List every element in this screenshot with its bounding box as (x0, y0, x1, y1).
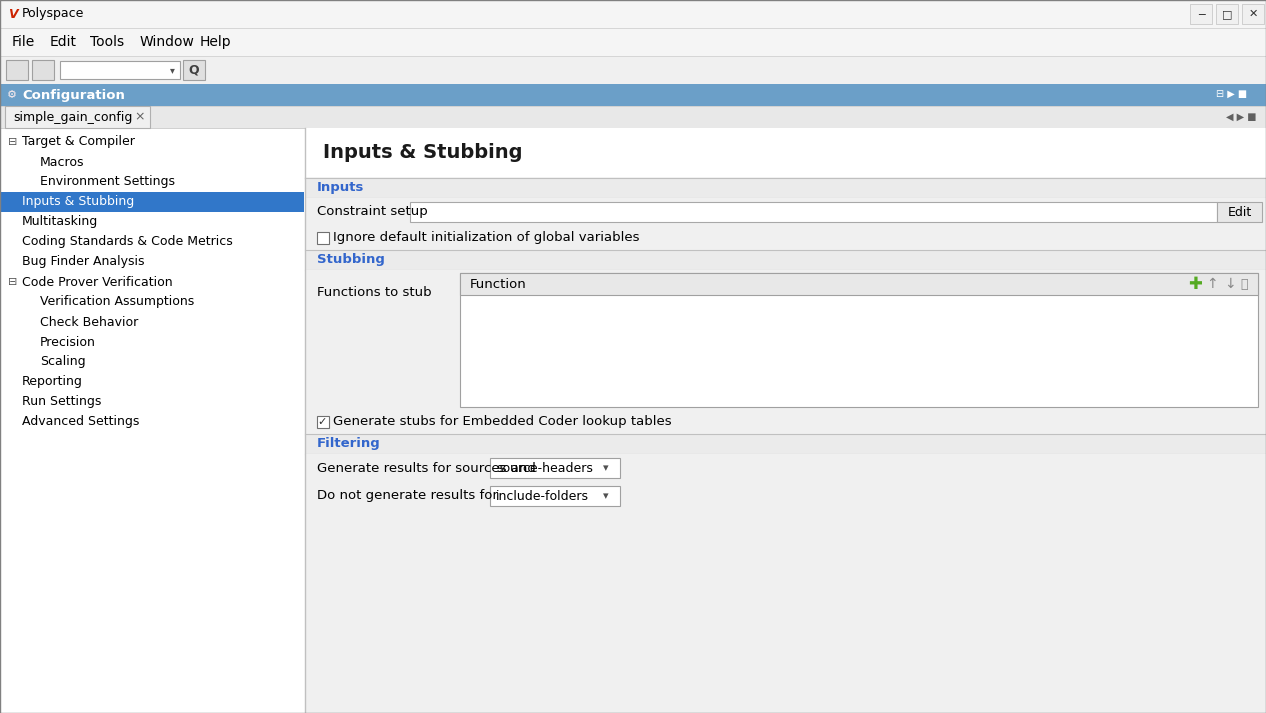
Bar (305, 270, 1266, 410)
Bar (305, 128, 1266, 178)
Bar (460, 273, 1258, 407)
Text: Window: Window (141, 35, 195, 49)
Bar (0, 56, 1266, 84)
Bar (490, 458, 620, 478)
Text: Precision: Precision (41, 336, 96, 349)
Bar (460, 273, 1258, 295)
Text: ↓: ↓ (1224, 277, 1236, 291)
Text: Ignore default initialization of global variables: Ignore default initialization of global … (333, 232, 639, 245)
Text: ⚙: ⚙ (8, 90, 16, 100)
Text: simple_gain_config: simple_gain_config (13, 111, 133, 123)
Bar (305, 178, 1266, 198)
Bar (0, 0, 1266, 28)
Bar (1217, 202, 1262, 222)
Text: ✚: ✚ (1188, 275, 1201, 293)
Bar (1217, 4, 1238, 24)
Bar (5, 106, 149, 128)
Bar (60, 61, 180, 79)
Text: ⊟: ⊟ (8, 277, 18, 287)
Text: Advanced Settings: Advanced Settings (22, 416, 139, 429)
Bar (0, 84, 1266, 106)
Text: Inputs: Inputs (316, 182, 365, 195)
Text: Coding Standards & Code Metrics: Coding Standards & Code Metrics (22, 235, 233, 249)
Text: source-headers: source-headers (496, 461, 592, 474)
Text: ×: × (134, 111, 146, 123)
Bar (1, 192, 304, 212)
Text: Inputs & Stubbing: Inputs & Stubbing (22, 195, 134, 208)
Text: Edit: Edit (49, 35, 77, 49)
Bar (0, 28, 1266, 56)
Text: Run Settings: Run Settings (22, 396, 101, 409)
Bar (305, 250, 1266, 270)
Text: ✓: ✓ (316, 417, 327, 427)
Text: Reporting: Reporting (22, 376, 82, 389)
Bar (316, 416, 329, 428)
Text: Tools: Tools (90, 35, 124, 49)
Bar (1242, 4, 1263, 24)
Text: Filtering: Filtering (316, 438, 381, 451)
Bar (0, 106, 1266, 128)
Bar (305, 226, 1266, 250)
Text: Do not generate results for: Do not generate results for (316, 490, 498, 503)
Text: V: V (8, 8, 18, 21)
Text: Function: Function (470, 277, 527, 290)
Text: ⊟ ▶ ■: ⊟ ▶ ■ (1217, 90, 1247, 100)
Text: Bug Finder Analysis: Bug Finder Analysis (22, 255, 144, 269)
Text: Code Prover Verification: Code Prover Verification (22, 275, 172, 289)
Text: Verification Assumptions: Verification Assumptions (41, 295, 194, 309)
Bar (305, 454, 1266, 482)
Text: Configuration: Configuration (22, 88, 125, 101)
Text: Q: Q (189, 63, 199, 76)
Text: ▾: ▾ (603, 463, 609, 473)
Text: 🗑: 🗑 (1239, 277, 1247, 290)
Text: ✕: ✕ (1248, 9, 1257, 19)
Text: ▾: ▾ (170, 65, 175, 75)
Text: Scaling: Scaling (41, 356, 86, 369)
Text: Macros: Macros (41, 155, 85, 168)
Text: Generate results for sources and: Generate results for sources and (316, 461, 536, 474)
Text: Functions to stub: Functions to stub (316, 285, 432, 299)
Text: Edit: Edit (1227, 205, 1252, 218)
Text: Target & Compiler: Target & Compiler (22, 135, 135, 148)
Bar (6, 60, 28, 80)
Text: □: □ (1222, 9, 1232, 19)
Text: include-folders: include-folders (496, 490, 589, 503)
Bar (305, 510, 1266, 713)
Bar (305, 434, 1266, 454)
Text: ─: ─ (1198, 9, 1204, 19)
Bar (305, 410, 1266, 434)
Bar (0, 128, 305, 713)
Bar (490, 486, 620, 506)
Text: Polyspace: Polyspace (22, 8, 85, 21)
Text: Help: Help (200, 35, 232, 49)
Text: ⊟: ⊟ (8, 137, 18, 147)
Text: Generate stubs for Embedded Coder lookup tables: Generate stubs for Embedded Coder lookup… (333, 416, 672, 429)
Text: Multitasking: Multitasking (22, 215, 99, 228)
Text: Check Behavior: Check Behavior (41, 315, 138, 329)
Bar (32, 60, 54, 80)
Bar (305, 128, 1266, 713)
Bar (184, 60, 205, 80)
Text: Stubbing: Stubbing (316, 254, 385, 267)
Text: Environment Settings: Environment Settings (41, 175, 175, 188)
Bar (305, 198, 1266, 226)
Bar (316, 232, 329, 244)
Text: ↑: ↑ (1206, 277, 1218, 291)
Text: ◀ ▶ ■: ◀ ▶ ■ (1225, 112, 1256, 122)
Text: Inputs & Stubbing: Inputs & Stubbing (323, 143, 523, 163)
Text: ▾: ▾ (603, 491, 609, 501)
Text: Constraint setup: Constraint setup (316, 205, 428, 218)
Bar (305, 482, 1266, 510)
Text: File: File (11, 35, 35, 49)
Bar (1190, 4, 1212, 24)
Bar (410, 202, 1217, 222)
